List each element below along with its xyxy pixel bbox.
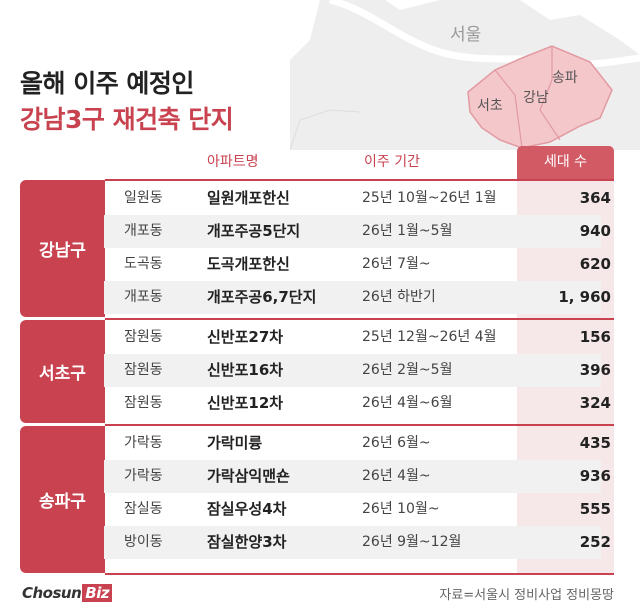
map-label-seocho: 서초 (477, 98, 503, 114)
households-cell: 396 (579, 361, 611, 379)
period-cell: 26년 1월~5월 (362, 223, 453, 239)
households-cell: 435 (579, 434, 611, 452)
apartment-cell: 가락미륭 (207, 434, 263, 452)
households-cell: 364 (579, 189, 611, 207)
dong-cell: 가락동 (124, 435, 163, 451)
table-row: 개포동 개포주공6,7단지 26년 하반기 1, 960 (20, 281, 614, 314)
period-cell: 25년 12월~26년 4월 (362, 329, 497, 345)
dong-cell: 방이동 (124, 534, 163, 550)
period-cell: 26년 7월~ (362, 256, 431, 272)
period-cell: 26년 2월~5월 (362, 362, 453, 378)
district-seocho: 서초구 (20, 320, 105, 423)
dong-cell: 개포동 (124, 289, 163, 305)
table-row: 가락동 가락미륭 26년 6월~ 435 (20, 427, 614, 460)
period-cell: 26년 4월~ (362, 468, 431, 484)
district-songpa: 송파구 (20, 426, 105, 573)
dong-cell: 개포동 (124, 223, 163, 239)
dong-cell: 잠원동 (124, 395, 163, 411)
map-label-gangnam: 강남 (523, 90, 549, 106)
table-row: 가락동 가락삼익맨숀 26년 4월~ 936 (20, 460, 614, 493)
apartment-cell: 일원개포한신 (207, 189, 290, 207)
dong-cell: 가락동 (124, 468, 163, 484)
apartment-cell: 신반포27차 (207, 328, 284, 346)
title-line-1: 올해 이주 예정인 (20, 69, 194, 98)
households-cell: 252 (579, 533, 611, 551)
table-top-divider (105, 179, 614, 181)
dong-cell: 도곡동 (124, 256, 163, 272)
dong-cell: 잠원동 (124, 329, 163, 345)
period-cell: 26년 10월~ (362, 501, 440, 517)
district-gangnam: 강남구 (20, 180, 105, 317)
title-line-2: 강남3구 재건축 단지 (20, 105, 234, 134)
table-row: 잠원동 신반포16차 26년 2월~5월 396 (20, 354, 614, 387)
apartment-cell: 가락삼익맨숀 (207, 467, 290, 485)
period-cell: 26년 하반기 (362, 289, 436, 305)
period-cell: 26년 9월~12월 (362, 534, 462, 550)
table-row: 잠원동 신반포12차 26년 4월~6월 324 (20, 387, 614, 420)
chosunbiz-logo: Chosun Biz (22, 584, 113, 602)
dong-cell: 잠실동 (124, 501, 163, 517)
table-bottom-divider (105, 573, 614, 575)
logo-main-text: Chosun (22, 584, 82, 602)
group-divider (105, 318, 614, 320)
apartment-cell: 신반포12차 (207, 394, 284, 412)
period-cell: 26년 6월~ (362, 435, 431, 451)
table-row: 일원동 일원개포한신 25년 10월~26년 1월 364 (20, 182, 614, 215)
households-cell: 1, 960 (558, 288, 611, 306)
seoul-map: 서울 서초 강남 송파 (290, 0, 640, 150)
group-divider (105, 424, 614, 426)
apartment-cell: 잠실한양3차 (207, 533, 287, 551)
apartment-cell: 개포주공5단지 (207, 222, 301, 240)
table-row: 방이동 잠실한양3차 26년 9월~12월 252 (20, 526, 614, 559)
households-cell: 324 (579, 394, 611, 412)
dong-cell: 일원동 (124, 190, 163, 206)
households-cell: 620 (579, 255, 611, 273)
households-header-bg (517, 146, 614, 182)
table-row: 개포동 개포주공5단지 26년 1월~5월 940 (20, 215, 614, 248)
households-cell: 936 (579, 467, 611, 485)
table-row: 잠실동 잠실우성4차 26년 10월~ 555 (20, 493, 614, 526)
households-cell: 940 (579, 222, 611, 240)
households-cell: 156 (579, 328, 611, 346)
table-row: 잠원동 신반포27차 25년 12월~26년 4월 156 (20, 321, 614, 354)
dong-cell: 잠원동 (124, 362, 163, 378)
apartment-cell: 도곡개포한신 (207, 255, 290, 273)
households-cell: 555 (579, 500, 611, 518)
apartment-header: 아파트명 (207, 154, 259, 170)
apartment-cell: 신반포16차 (207, 361, 284, 379)
households-header: 세대 수 (543, 154, 588, 170)
period-header: 이주 기간 (364, 154, 420, 170)
period-cell: 26년 4월~6월 (362, 395, 453, 411)
source-note: 자료=서울시 정비사업 정비몽땅 (439, 588, 614, 603)
logo-biz-text: Biz (82, 584, 113, 602)
gangnam3gu-highlight (467, 45, 613, 149)
map-label-songpa: 송파 (552, 70, 578, 86)
table-row: 도곡동 도곡개포한신 26년 7월~ 620 (20, 248, 614, 281)
apartment-cell: 잠실우성4차 (207, 500, 287, 518)
map-city-label: 서울 (450, 25, 481, 45)
apartment-cell: 개포주공6,7단지 (207, 288, 317, 306)
period-cell: 25년 10월~26년 1월 (362, 190, 497, 206)
